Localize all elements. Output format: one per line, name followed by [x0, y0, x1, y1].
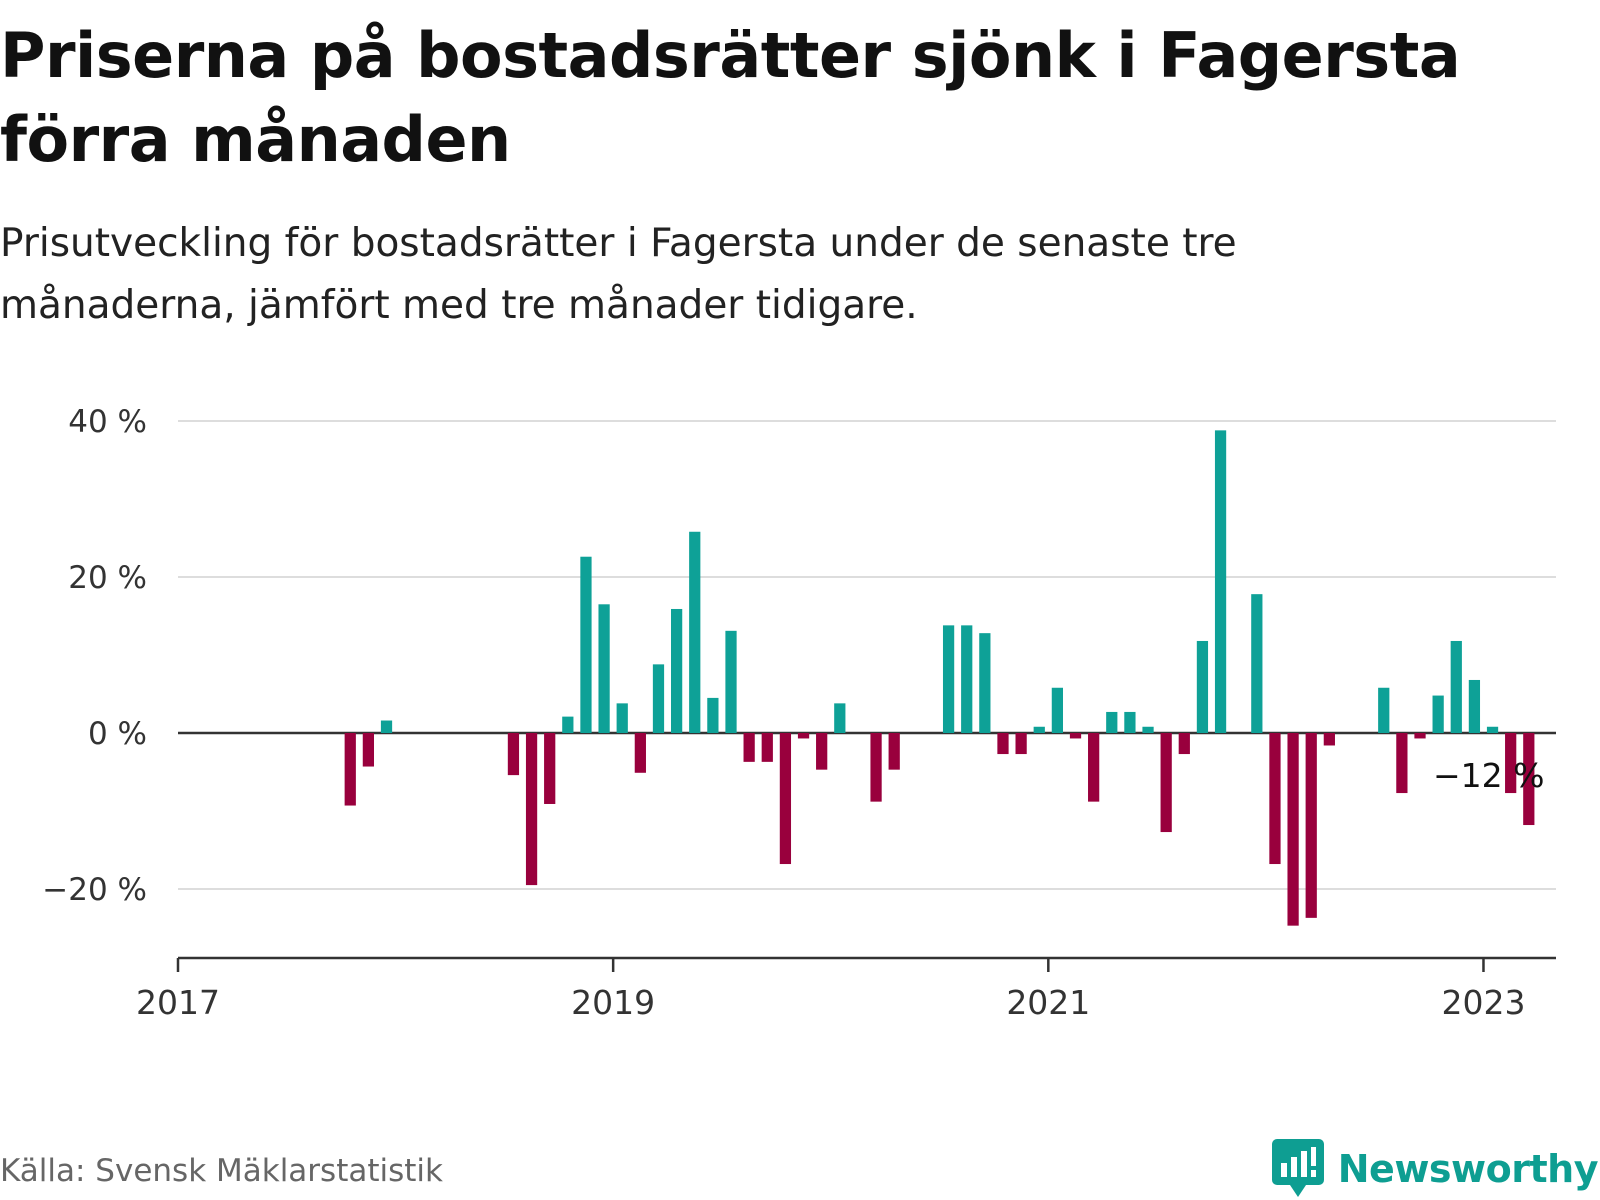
bar — [1378, 687, 1390, 733]
bar — [562, 716, 574, 733]
annotations: −12 % — [1433, 756, 1545, 795]
bar — [344, 733, 356, 806]
chart-title: Priserna på bostadsrätter sjönk i Fagers… — [0, 19, 1461, 176]
bar — [1051, 687, 1064, 733]
bar — [1069, 733, 1082, 739]
bar — [670, 608, 683, 733]
bar — [1269, 733, 1281, 865]
bar — [870, 733, 882, 802]
y-tick-label: 20 % — [68, 560, 147, 596]
bar — [1505, 733, 1517, 794]
bar — [1450, 640, 1462, 733]
x-axis: 2017 2019 2021 2023 — [136, 956, 1556, 1022]
bar — [634, 733, 646, 773]
bar — [1124, 711, 1136, 733]
bar — [689, 531, 701, 733]
x-tick-label: 2021 — [1006, 983, 1090, 1022]
latest-value-label: −12 % — [1433, 756, 1545, 795]
chart-subtitle: Prisutveckling för bostadsrätter i Fager… — [0, 221, 1237, 328]
x-tick-label: 2019 — [571, 983, 655, 1022]
bar-chart: −20 % 0 % 20 % 40 % 2017 2019 2021 2023 −12 % — [42, 404, 1556, 1022]
newsworthy-logo[interactable]: Newsworthy — [1271, 1139, 1599, 1199]
bar — [1196, 640, 1209, 733]
bar — [1214, 430, 1227, 733]
bar — [1468, 679, 1481, 733]
bar — [362, 733, 375, 767]
bar — [979, 633, 991, 733]
bar — [1486, 726, 1499, 733]
bar — [1523, 733, 1535, 826]
bar — [1251, 594, 1263, 733]
bar — [942, 625, 955, 733]
bar — [507, 733, 520, 776]
bar — [580, 556, 592, 733]
bar — [888, 733, 900, 770]
bar — [1142, 726, 1154, 733]
bar — [1305, 733, 1317, 918]
bar — [1033, 726, 1045, 733]
bar — [1106, 711, 1118, 733]
bar — [834, 703, 846, 733]
bars — [344, 430, 1535, 926]
brand-name: Newsworthy — [1337, 1147, 1599, 1191]
source-note: Källa: Svensk Mäklarstatistik — [0, 1153, 443, 1189]
bar — [797, 733, 810, 739]
bar — [997, 733, 1009, 755]
bar — [1015, 733, 1027, 755]
bar — [761, 733, 773, 762]
y-tick-label: 0 % — [88, 716, 147, 752]
bar — [1396, 733, 1408, 794]
bar — [725, 630, 737, 733]
bar — [1287, 733, 1299, 926]
bar — [1088, 733, 1100, 802]
bar — [743, 733, 755, 762]
bar — [779, 733, 792, 865]
bar — [961, 625, 973, 733]
bar — [380, 720, 393, 733]
x-tick-label: 2017 — [136, 983, 220, 1022]
bar — [1160, 733, 1172, 833]
bar — [1414, 733, 1426, 739]
bar — [616, 703, 628, 733]
y-tick-label: 40 % — [68, 404, 147, 440]
x-tick-label: 2023 — [1441, 983, 1525, 1022]
y-axis-labels: −20 % 0 % 20 % 40 % — [42, 404, 147, 908]
newsworthy-logo-icon — [1271, 1139, 1324, 1197]
bar — [816, 733, 828, 770]
bar — [1323, 733, 1335, 746]
bar — [598, 604, 610, 733]
bar — [525, 733, 538, 886]
bar — [652, 664, 665, 733]
bar — [544, 733, 556, 804]
y-tick-label: −20 % — [42, 872, 147, 908]
bar — [707, 697, 719, 733]
bar — [1432, 695, 1444, 733]
bar — [1178, 733, 1190, 755]
gridlines — [178, 420, 1556, 890]
